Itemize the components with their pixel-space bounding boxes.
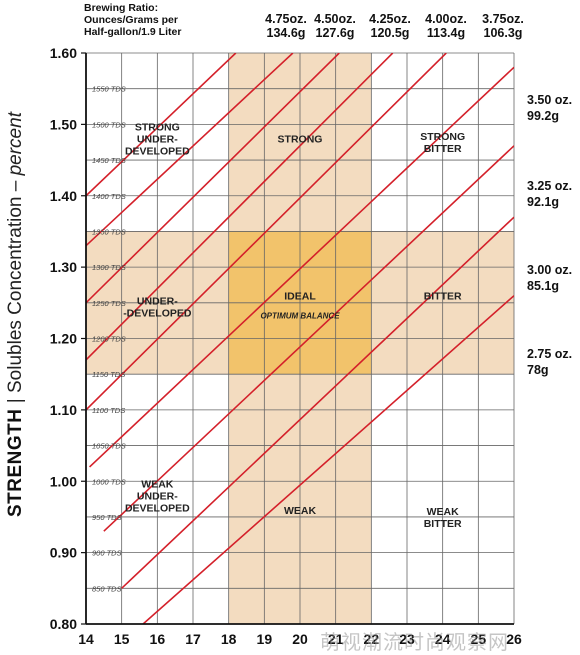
y-tick-label: 1.50 (50, 116, 77, 132)
ratio-oz: 2.75 oz. (527, 347, 573, 361)
ratio-g: 113.4g (426, 26, 466, 40)
ratio-oz: 4.75oz. (265, 12, 307, 26)
brewing-ratio-line-3: Half-gallon/1.9 Liter (84, 26, 182, 38)
ratio-oz: 4.00oz. (425, 12, 467, 26)
tds-tick-label: 1000 TDS (92, 477, 126, 486)
x-tick-label: 26 (506, 631, 522, 647)
y-tick-label: 1.30 (50, 259, 77, 275)
ratio-label-top: 4.25oz. 120.5g (362, 12, 418, 40)
series-line (103, 145, 514, 532)
y-tick-label: 0.90 (50, 545, 77, 561)
zone-sublabel: OPTIMUM BALANCE (260, 312, 340, 321)
tds-tick-label: 1150 TDS (92, 370, 125, 379)
y-tick-label: 1.00 (50, 473, 77, 489)
ratio-label-right: 2.75 oz. 78g (527, 346, 572, 378)
x-tick-label: 18 (221, 631, 237, 647)
zone-label: WEAK (284, 505, 316, 517)
ratio-g: 85.1g (527, 279, 559, 293)
tds-tick-label: 1550 TDS (92, 85, 126, 94)
ratio-label-top: 3.75oz. 106.3g (475, 12, 531, 40)
brewing-ratio-label: Brewing Ratio: Ounces/Grams per Half-gal… (84, 2, 264, 38)
y-tick-label: 1.20 (50, 331, 77, 347)
series-line (86, 53, 447, 411)
series-line (86, 53, 294, 247)
ratio-oz: 3.00 oz. (527, 263, 573, 277)
tds-tick-label: 1500 TDS (92, 120, 126, 129)
ratio-oz: 3.50 oz. (527, 93, 573, 107)
x-tick-label: 25 (471, 631, 487, 647)
series-line (121, 216, 514, 589)
ratio-g: 120.5g (370, 26, 410, 40)
zone-label: STRONG (420, 131, 465, 143)
x-tick-label: 19 (257, 631, 273, 647)
ratio-label-right: 3.25 oz. 92.1g (527, 178, 572, 210)
ratio-label-top: 4.00oz. 113.4g (418, 12, 474, 40)
y-tick-label: 1.40 (50, 188, 77, 204)
watermark: 萌视潮流时尚观察网 (320, 630, 509, 654)
series-line (89, 66, 514, 468)
ratio-oz: 3.25 oz. (527, 179, 573, 193)
ratio-g: 99.2g (527, 109, 559, 123)
ratio-g: 78g (527, 363, 549, 377)
y-tick-label: 0.80 (50, 616, 77, 632)
ratio-oz: 3.75oz. (482, 12, 524, 26)
x-tick-label: 17 (185, 631, 201, 647)
ratio-label-right: 3.50 oz. 99.2g (527, 92, 572, 124)
brewing-ratio-line-2: Ounces/Grams per (84, 14, 178, 26)
series-line (86, 53, 394, 361)
tds-tick-label: 1300 TDS (92, 263, 126, 272)
zone-label: UNDER- (137, 491, 178, 503)
ratio-g: 134.6g (266, 26, 306, 40)
x-tick-label: 20 (292, 631, 308, 647)
zone-label: BITTER (424, 518, 462, 530)
zone-label: STRONG (278, 134, 323, 146)
zone-label: BITTER (424, 291, 462, 303)
ratio-g: 92.1g (527, 195, 559, 209)
y-tick-label: 1.10 (50, 402, 77, 418)
brewing-ratio-line-1: Brewing Ratio: (84, 2, 159, 14)
zone-label: STRONG (135, 122, 180, 134)
tds-tick-label: 1400 TDS (92, 192, 126, 201)
x-tick-label: 14 (78, 631, 94, 647)
zone-label: DEVELOPED (125, 146, 190, 158)
x-tick-label: 16 (150, 631, 166, 647)
zone-label: WEAK (427, 506, 459, 518)
ratio-oz: 4.25oz. (369, 12, 411, 26)
series-line (86, 53, 237, 197)
zone-label: -DEVELOPED (123, 307, 192, 319)
ratio-label-top: 4.50oz. 127.6g (307, 12, 363, 40)
zone-label: WEAK (141, 479, 173, 491)
ratio-g: 127.6g (315, 26, 355, 40)
tds-tick-label: 1450 TDS (92, 156, 126, 165)
x-tick-label: 21 (328, 631, 344, 647)
tds-tick-label: 1050 TDS (92, 442, 126, 451)
ratio-oz: 4.50oz. (314, 12, 356, 26)
zone-label: DEVELOPED (125, 503, 190, 515)
zone-label: UNDER- (137, 295, 178, 307)
series-line (142, 295, 514, 624)
tds-tick-label: 1100 TDS (92, 406, 125, 415)
y-tick-label: 1.60 (50, 45, 77, 61)
ratio-g: 106.3g (483, 26, 523, 40)
tds-tick-label: 900 TDS (92, 549, 122, 558)
ratio-label-right: 3.00 oz. 85.1g (527, 262, 572, 294)
x-tick-label: 23 (399, 631, 415, 647)
tds-tick-label: 1250 TDS (92, 299, 126, 308)
tds-tick-label: 850 TDS (92, 584, 122, 593)
x-tick-label: 15 (114, 631, 130, 647)
series-line (86, 53, 340, 304)
tds-tick-label: 1200 TDS (92, 335, 126, 344)
x-tick-label: 24 (435, 631, 451, 647)
x-tick-label: 22 (364, 631, 380, 647)
ratio-label-top: 4.75oz. 134.6g (258, 12, 314, 40)
zone-label: BITTER (424, 143, 462, 155)
zone-label: UNDER- (137, 134, 178, 146)
tds-tick-label: 1350 TDS (92, 227, 126, 236)
zone-label: IDEAL (284, 291, 316, 303)
tds-tick-label: 950 TDS (92, 513, 122, 522)
